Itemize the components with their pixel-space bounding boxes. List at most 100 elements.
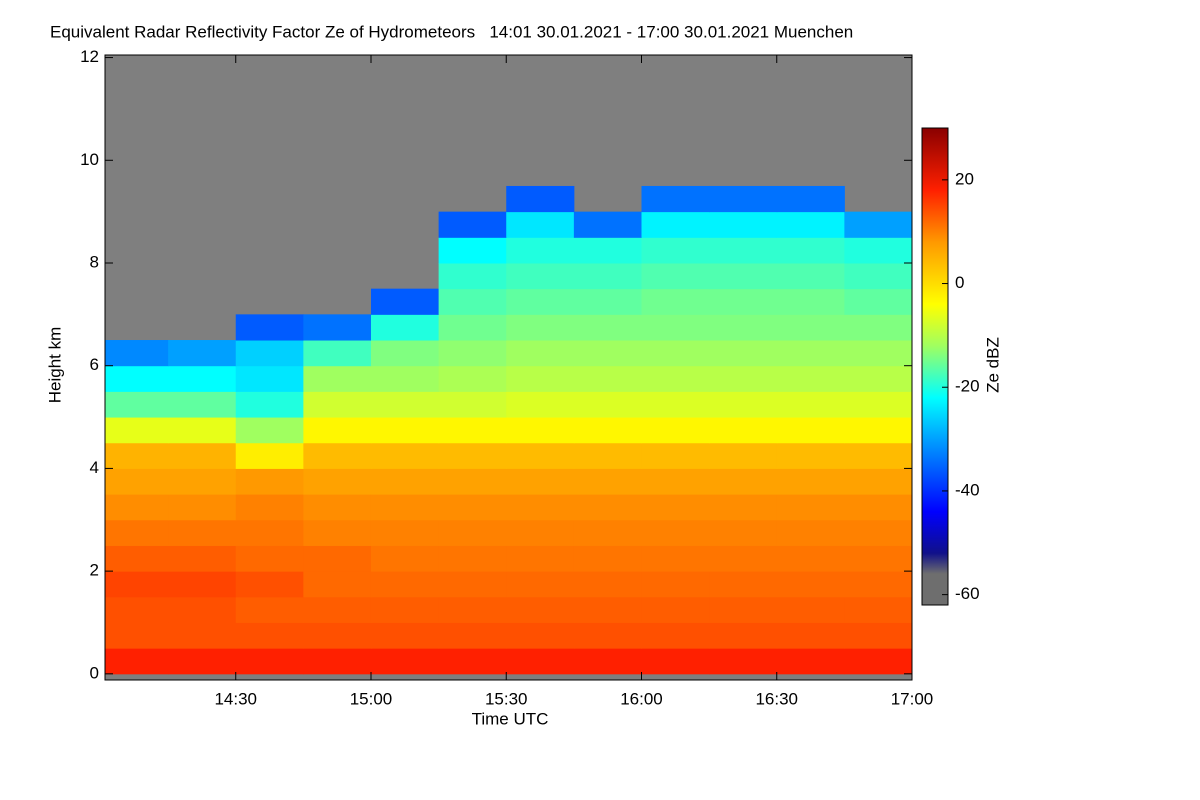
heatmap-cell [235,494,304,521]
heatmap-cell [844,571,913,598]
heatmap-cell [844,211,913,238]
heatmap-cell [573,468,642,495]
colorbar-tick-label: 0 [955,273,964,292]
y-tick-label: 10 [80,150,99,169]
heatmap-cell [303,571,372,598]
heatmap-cell [641,288,710,315]
y-tick-label: 6 [90,355,99,374]
heatmap-cell [776,288,845,315]
heatmap-cell [303,596,372,623]
heatmap-cell [844,468,913,495]
heatmap-cell [235,596,304,623]
heatmap-cell [235,519,304,546]
heatmap-cell [506,442,575,469]
heatmap-cell [303,519,372,546]
heatmap-cell [506,494,575,521]
heatmap-cell [370,494,440,521]
heatmap-cell [641,442,710,469]
heatmap-cell [438,237,507,264]
heatmap-cell [438,648,507,675]
heatmap-cell [844,417,913,444]
heatmap-cell [235,340,304,367]
heatmap-cell [105,571,169,598]
y-tick-label: 0 [90,663,99,682]
heatmap-cell [844,648,913,675]
heatmap-cell [844,262,913,290]
heatmap-cell [776,596,845,623]
heatmap-cell [776,622,845,649]
heatmap-cell [168,391,237,418]
heatmap-cell [709,545,778,572]
heatmap-cell [776,571,845,598]
heatmap-cell [438,288,507,315]
x-tick-label: 16:30 [755,689,798,708]
heatmap-cell [573,314,642,341]
heatmap-cell [641,571,710,598]
heatmap-cell [709,622,778,649]
heatmap-cell [370,391,440,418]
heatmap-cell [235,391,304,418]
heatmap-cell [168,648,237,675]
heatmap-cell [776,211,845,238]
heatmap-cell [573,571,642,598]
heatmap-cell [641,211,710,238]
heatmap-cell [844,314,913,341]
heatmap-cell [303,648,372,675]
heatmap-cell [105,648,169,675]
heatmap-cell [844,596,913,623]
heatmap-cell [370,519,440,546]
x-tick-label: 16:00 [620,689,663,708]
heatmap-cell [641,365,710,392]
heatmap-cell [506,237,575,264]
colorbar-tick-label: -20 [955,377,980,396]
heatmap-cell [235,365,304,392]
heatmap-cell [776,185,845,213]
heatmap-cell [370,648,440,675]
heatmap-cell [438,417,507,444]
heatmap-cell [438,622,507,649]
heatmap-cell [709,262,778,290]
heatmap-cell [168,519,237,546]
heatmap-cell [235,545,304,572]
heatmap-cell [506,571,575,598]
heatmap-cell [235,468,304,495]
heatmap-cell [303,340,372,367]
heatmap-cell [370,596,440,623]
heatmap-cell [776,442,845,469]
heatmap [105,185,913,675]
heatmap-cell [776,262,845,290]
heatmap-cell [370,622,440,649]
heatmap-cell [235,648,304,675]
heatmap-cell [573,494,642,521]
heatmap-cell [370,442,440,469]
heatmap-cell [844,237,913,264]
heatmap-cell [709,571,778,598]
heatmap-cell [168,417,237,444]
heatmap-cell [641,545,710,572]
heatmap-cell [235,622,304,649]
heatmap-cell [709,288,778,315]
heatmap-cell [641,314,710,341]
heatmap-cell [844,365,913,392]
heatmap-cell [506,211,575,238]
heatmap-cell [370,417,440,444]
heatmap-cell [438,596,507,623]
y-tick-label: 2 [90,561,99,580]
heatmap-cell [709,237,778,264]
heatmap-cell [506,314,575,341]
heatmap-cell [370,314,440,341]
heatmap-cell [370,288,440,315]
heatmap-cell [776,468,845,495]
heatmap-cell [303,494,372,521]
heatmap-cell [438,494,507,521]
heatmap-cell [303,442,372,469]
y-tick-label: 8 [90,252,99,271]
heatmap-cell [105,545,169,572]
y-tick-label: 12 [80,47,99,66]
heatmap-cell [105,391,169,418]
heatmap-cell [709,365,778,392]
colorbar-label: Ze dBZ [983,337,1002,393]
heatmap-cell [303,365,372,392]
heatmap-cell [105,417,169,444]
